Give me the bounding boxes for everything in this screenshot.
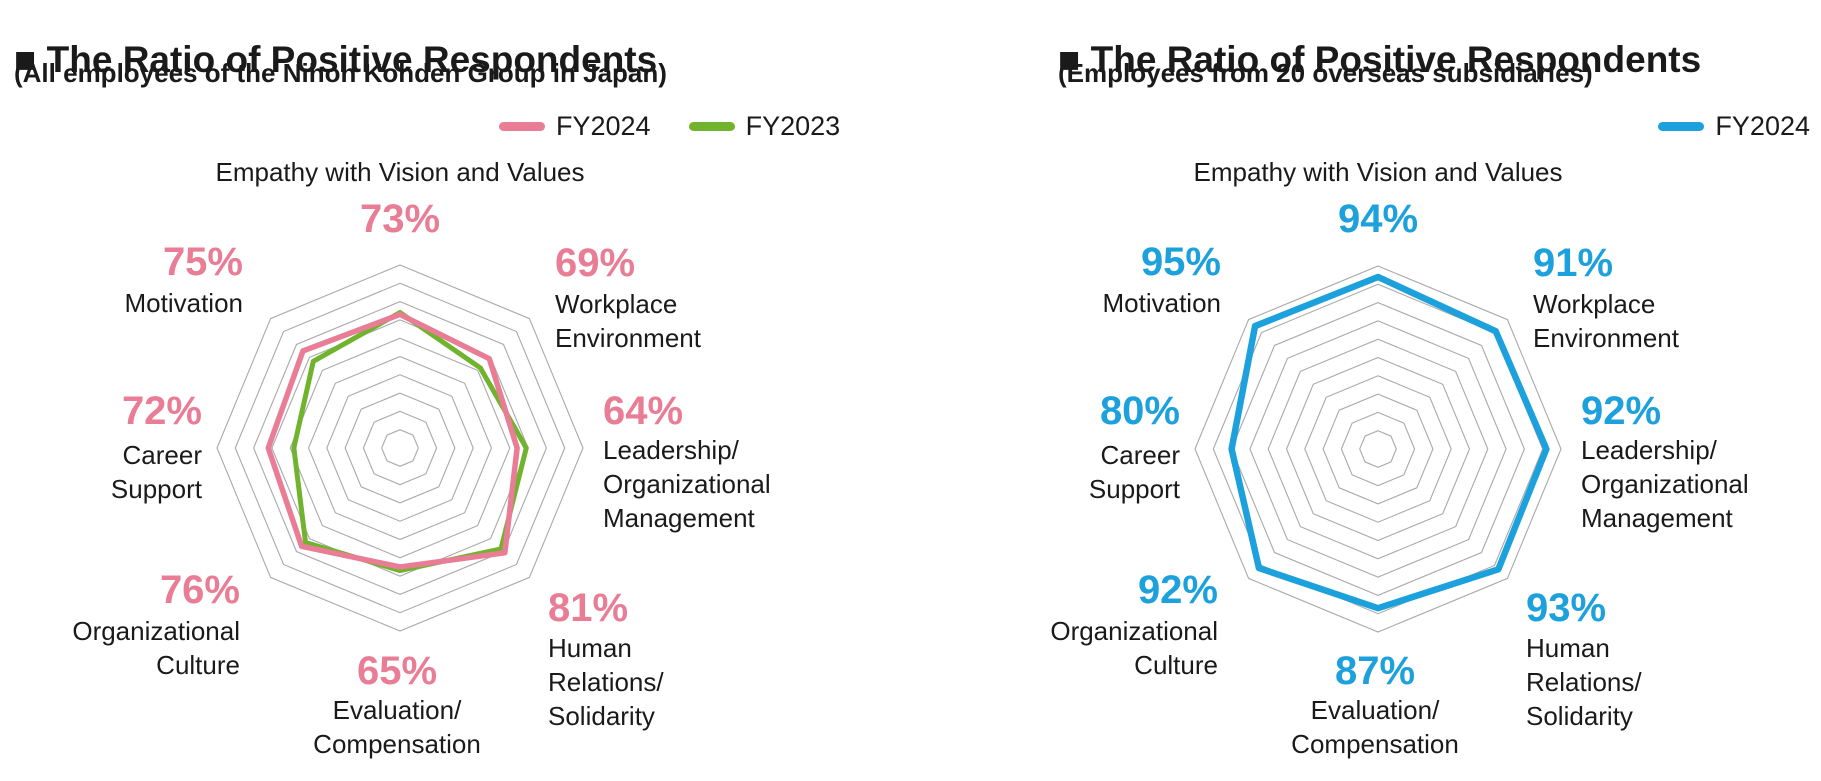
value-label-empathy: 73% (359, 197, 441, 241)
legend-label: FY2024 (1715, 110, 1810, 141)
value-label-organizational-culture: 76% (159, 568, 240, 612)
series-fy2024 (1228, 273, 1550, 612)
value-label-leadership: 92% (1581, 389, 1662, 433)
axis-label-leadership: Leadership/ Organizational Management (1581, 435, 1749, 533)
chart-title-overseas: ■ The Ratio of Positive Respondents (1058, 38, 1702, 80)
axis-label-human-relations: Human Relations/ Solidarity (548, 633, 664, 731)
axis-label-empathy: Empathy with Vision and Values (1193, 157, 1563, 187)
legend-line-swatch (499, 121, 545, 131)
chart-subtitle-japan: (All employees of the Nihon Kohden Group… (14, 58, 667, 88)
value-label-human-relations: 81% (548, 586, 629, 630)
value-label-evaluation: 65% (356, 649, 438, 693)
legend-label: FY2024 (556, 110, 651, 141)
value-label-career-support: 72% (121, 389, 202, 433)
axis-label-motivation: Motivation (124, 288, 244, 318)
axis-label-workplace: Workplace Environment (1533, 289, 1679, 353)
series-fy2024 (265, 311, 520, 570)
axis-label-evaluation: Evaluation/ Compensation (313, 695, 481, 759)
axis-label-career-support: Career Support (110, 440, 202, 504)
axis-label-motivation: Motivation (1102, 288, 1222, 318)
axis-label-leadership: Leadership/ Organizational Management (603, 435, 771, 533)
value-label-human-relations: 93% (1526, 586, 1607, 630)
legend-item-fy2023: FY2023 (688, 110, 841, 142)
grid-ring (1231, 302, 1525, 596)
grid-ring (271, 319, 529, 577)
legend-line-swatch (1658, 121, 1705, 131)
grid-ring (1285, 356, 1471, 542)
value-label-motivation: 75% (162, 240, 243, 284)
legend-overseas: FY2024 (1658, 110, 1810, 142)
axis-label-workplace: Workplace Environment (555, 289, 701, 353)
value-label-career-support: 80% (1099, 389, 1180, 433)
chart-title-japan: ■ The Ratio of Positive Respondents (14, 38, 658, 80)
grid-ring (1304, 375, 1452, 523)
grid-ring (326, 374, 474, 522)
grid-ring (234, 282, 566, 614)
radar-svg (216, 264, 584, 632)
legend-label: FY2023 (745, 110, 841, 141)
grid-ring (1194, 265, 1562, 633)
value-label-workplace: 91% (1533, 241, 1614, 285)
axis-label-organizational-culture: Organizational Culture (1050, 616, 1218, 680)
value-label-motivation: 95% (1140, 240, 1221, 284)
legend-line-swatch (688, 121, 735, 131)
radar-chart-overseas (1158, 229, 1598, 674)
grid-ring (216, 264, 584, 632)
grid-ring (253, 301, 547, 595)
value-label-evaluation: 87% (1334, 649, 1416, 693)
series-fy2023 (291, 310, 529, 574)
axis-label-human-relations: Human Relations/ Solidarity (1526, 633, 1642, 731)
chart-subtitle-overseas: (Employees from 20 overseas subsidiaries… (1058, 58, 1593, 88)
axis-label-career-support: Career Support (1088, 440, 1180, 504)
grid-ring (307, 355, 493, 541)
grid-ring (381, 429, 419, 467)
grid-ring (289, 337, 511, 559)
grid-ring (344, 392, 456, 504)
grid-ring (1249, 320, 1507, 578)
legend-japan: FY2024 FY2023 (499, 110, 840, 142)
value-label-empathy: 94% (1337, 197, 1419, 241)
grid-ring (362, 410, 438, 486)
legend-item-fy2024: FY2024 (1658, 111, 1810, 142)
grid-ring (1267, 338, 1489, 560)
grid-ring (1340, 411, 1416, 487)
value-label-leadership: 64% (603, 389, 684, 433)
grid-ring (1322, 393, 1434, 505)
value-label-workplace: 69% (555, 241, 636, 285)
axis-label-evaluation: Evaluation/ Compensation (1291, 695, 1459, 759)
radar-svg (1194, 265, 1562, 633)
axis-label-organizational-culture: Organizational Culture (72, 616, 240, 680)
grid-ring (1359, 430, 1397, 468)
legend-item-fy2024: FY2024 (499, 111, 651, 142)
value-label-organizational-culture: 92% (1137, 568, 1218, 612)
radar-chart-japan (180, 228, 620, 673)
axis-label-empathy: Empathy with Vision and Values (215, 157, 585, 187)
